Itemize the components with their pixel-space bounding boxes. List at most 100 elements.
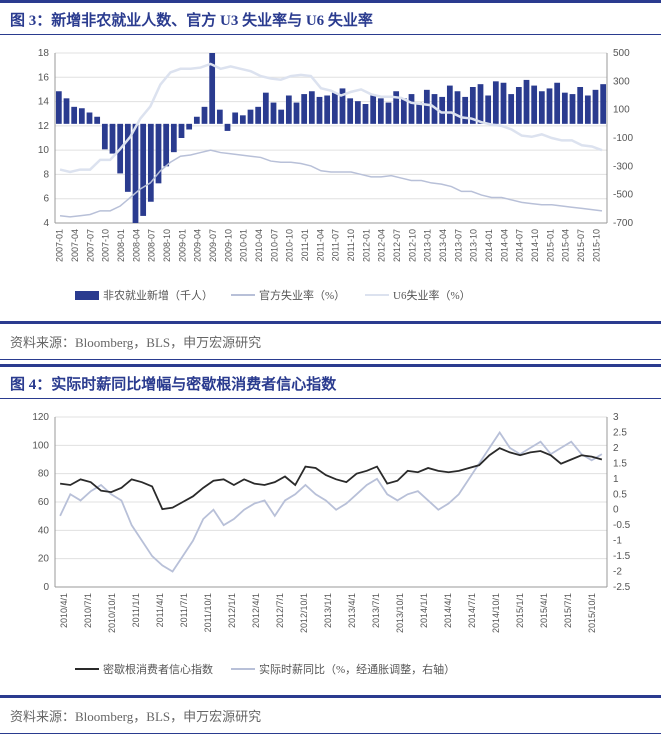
- svg-text:300: 300: [613, 76, 630, 87]
- svg-text:实际时薪同比（%，经通胀调整，右轴）: 实际时薪同比（%，经通胀调整，右轴）: [259, 662, 455, 676]
- svg-text:2013/7/1: 2013/7/1: [371, 593, 381, 628]
- svg-text:2010/7/1: 2010/7/1: [83, 593, 93, 628]
- svg-text:2011-10: 2011-10: [346, 229, 356, 261]
- svg-text:2015-04: 2015-04: [560, 229, 570, 262]
- svg-text:60: 60: [37, 497, 49, 508]
- source-prefix: 资料来源：: [10, 335, 75, 350]
- svg-text:0: 0: [43, 582, 49, 593]
- svg-text:-700: -700: [613, 218, 633, 229]
- svg-text:2013/4/1: 2013/4/1: [347, 593, 357, 628]
- svg-text:2012/10/1: 2012/10/1: [299, 593, 309, 633]
- svg-text:2013/10/1: 2013/10/1: [395, 593, 405, 633]
- svg-text:6: 6: [43, 194, 49, 205]
- svg-text:-300: -300: [613, 161, 633, 172]
- svg-text:2015-01: 2015-01: [545, 229, 555, 262]
- svg-text:2007-04: 2007-04: [70, 229, 80, 262]
- svg-text:非农就业新增（千人）: 非农就业新增（千人）: [103, 288, 213, 302]
- svg-text:-2: -2: [613, 567, 622, 578]
- svg-text:2011-07: 2011-07: [330, 229, 340, 261]
- svg-text:2013-04: 2013-04: [438, 229, 448, 262]
- svg-text:2014-01: 2014-01: [484, 229, 494, 262]
- svg-text:2009-01: 2009-01: [177, 229, 187, 262]
- svg-text:2011/4/1: 2011/4/1: [155, 593, 165, 627]
- svg-text:密歇根消费者信心指数: 密歇根消费者信心指数: [103, 662, 213, 676]
- svg-text:2011-01: 2011-01: [300, 229, 310, 261]
- svg-text:-0.5: -0.5: [613, 520, 631, 531]
- svg-text:2012-01: 2012-01: [361, 229, 371, 262]
- chart4-source-text: Bloomberg，BLS，申万宏源研究: [75, 709, 261, 724]
- svg-text:2008-07: 2008-07: [146, 229, 156, 262]
- chart3-source: 资料来源：Bloomberg，BLS，申万宏源研究: [0, 321, 661, 360]
- svg-text:1.5: 1.5: [613, 458, 627, 469]
- svg-text:2014-10: 2014-10: [530, 229, 540, 262]
- source-prefix: 资料来源：: [10, 709, 75, 724]
- svg-text:4: 4: [43, 218, 49, 229]
- svg-text:2012-04: 2012-04: [376, 229, 386, 262]
- svg-text:80: 80: [37, 469, 49, 480]
- svg-text:2.5: 2.5: [613, 427, 627, 438]
- svg-text:2008-04: 2008-04: [131, 229, 141, 262]
- chart3-title-prefix: 图 3：: [10, 13, 51, 29]
- svg-text:2015/10/1: 2015/10/1: [587, 593, 597, 633]
- svg-text:2012/4/1: 2012/4/1: [251, 593, 261, 628]
- svg-text:-1: -1: [613, 536, 622, 547]
- svg-text:2011/1/1: 2011/1/1: [131, 593, 141, 627]
- svg-text:2015/4/1: 2015/4/1: [539, 593, 549, 628]
- svg-text:0: 0: [613, 505, 619, 516]
- svg-text:2015-07: 2015-07: [576, 229, 586, 262]
- svg-text:2010-07: 2010-07: [269, 229, 279, 262]
- svg-text:2007-01: 2007-01: [54, 229, 64, 262]
- svg-text:-1.5: -1.5: [613, 551, 631, 562]
- svg-text:官方失业率（%）: 官方失业率（%）: [259, 288, 345, 302]
- svg-text:2015/7/1: 2015/7/1: [563, 593, 573, 628]
- svg-text:2012/7/1: 2012/7/1: [275, 593, 285, 628]
- svg-text:-2.5: -2.5: [613, 582, 631, 593]
- svg-text:2009-07: 2009-07: [208, 229, 218, 262]
- svg-text:2014/7/1: 2014/7/1: [467, 593, 477, 628]
- svg-text:U6失业率（%）: U6失业率（%）: [393, 288, 471, 302]
- chart4-panel: 图 4：实际时薪同比增幅与密歇根消费者信心指数 020406080100120-…: [0, 364, 661, 734]
- svg-text:2007-10: 2007-10: [100, 229, 110, 262]
- chart3-title-row: 图 3：新增非农就业人数、官方 U3 失业率与 U6 失业率: [0, 0, 661, 35]
- svg-text:2010/4/1: 2010/4/1: [59, 593, 69, 628]
- svg-text:40: 40: [37, 525, 49, 536]
- svg-text:2011-04: 2011-04: [315, 229, 325, 261]
- svg-text:2014/10/1: 2014/10/1: [491, 593, 501, 633]
- svg-text:2010-04: 2010-04: [254, 229, 264, 262]
- chart3-panel: 图 3：新增非农就业人数、官方 U3 失业率与 U6 失业率 468101214…: [0, 0, 661, 360]
- svg-text:2008-10: 2008-10: [162, 229, 172, 262]
- chart4-title-prefix: 图 4：: [10, 377, 51, 393]
- svg-text:2011/10/1: 2011/10/1: [203, 593, 213, 632]
- svg-text:12: 12: [37, 121, 49, 132]
- svg-text:3: 3: [613, 412, 619, 423]
- svg-text:2008-01: 2008-01: [116, 229, 126, 262]
- svg-text:16: 16: [37, 72, 49, 83]
- svg-text:8: 8: [43, 169, 49, 180]
- svg-text:-500: -500: [613, 190, 633, 201]
- chart3-title: 新增非农就业人数、官方 U3 失业率与 U6 失业率: [51, 13, 373, 29]
- svg-text:2014-07: 2014-07: [514, 229, 524, 262]
- svg-text:2014/4/1: 2014/4/1: [443, 593, 453, 628]
- chart3-source-text: Bloomberg，BLS，申万宏源研究: [75, 335, 261, 350]
- svg-text:100: 100: [613, 105, 630, 116]
- svg-text:2012-07: 2012-07: [392, 229, 402, 262]
- chart4-title-row: 图 4：实际时薪同比增幅与密歇根消费者信心指数: [0, 364, 661, 399]
- svg-text:2012/1/1: 2012/1/1: [227, 593, 237, 628]
- svg-text:2014-04: 2014-04: [499, 229, 509, 262]
- svg-text:2011/7/1: 2011/7/1: [179, 593, 189, 627]
- svg-text:14: 14: [37, 97, 49, 108]
- svg-text:2012-10: 2012-10: [407, 229, 417, 262]
- svg-text:2015/1/1: 2015/1/1: [515, 593, 525, 628]
- svg-text:2: 2: [613, 443, 619, 454]
- svg-text:2009-04: 2009-04: [192, 229, 202, 262]
- svg-text:1: 1: [613, 474, 619, 485]
- svg-text:2014/1/1: 2014/1/1: [419, 593, 429, 628]
- svg-text:0.5: 0.5: [613, 489, 627, 500]
- svg-text:500: 500: [613, 48, 630, 59]
- svg-text:2015-10: 2015-10: [591, 229, 601, 262]
- svg-text:2010-10: 2010-10: [284, 229, 294, 262]
- svg-text:20: 20: [37, 554, 49, 565]
- svg-text:100: 100: [32, 440, 49, 451]
- svg-text:2013-07: 2013-07: [453, 229, 463, 262]
- svg-text:120: 120: [32, 412, 49, 423]
